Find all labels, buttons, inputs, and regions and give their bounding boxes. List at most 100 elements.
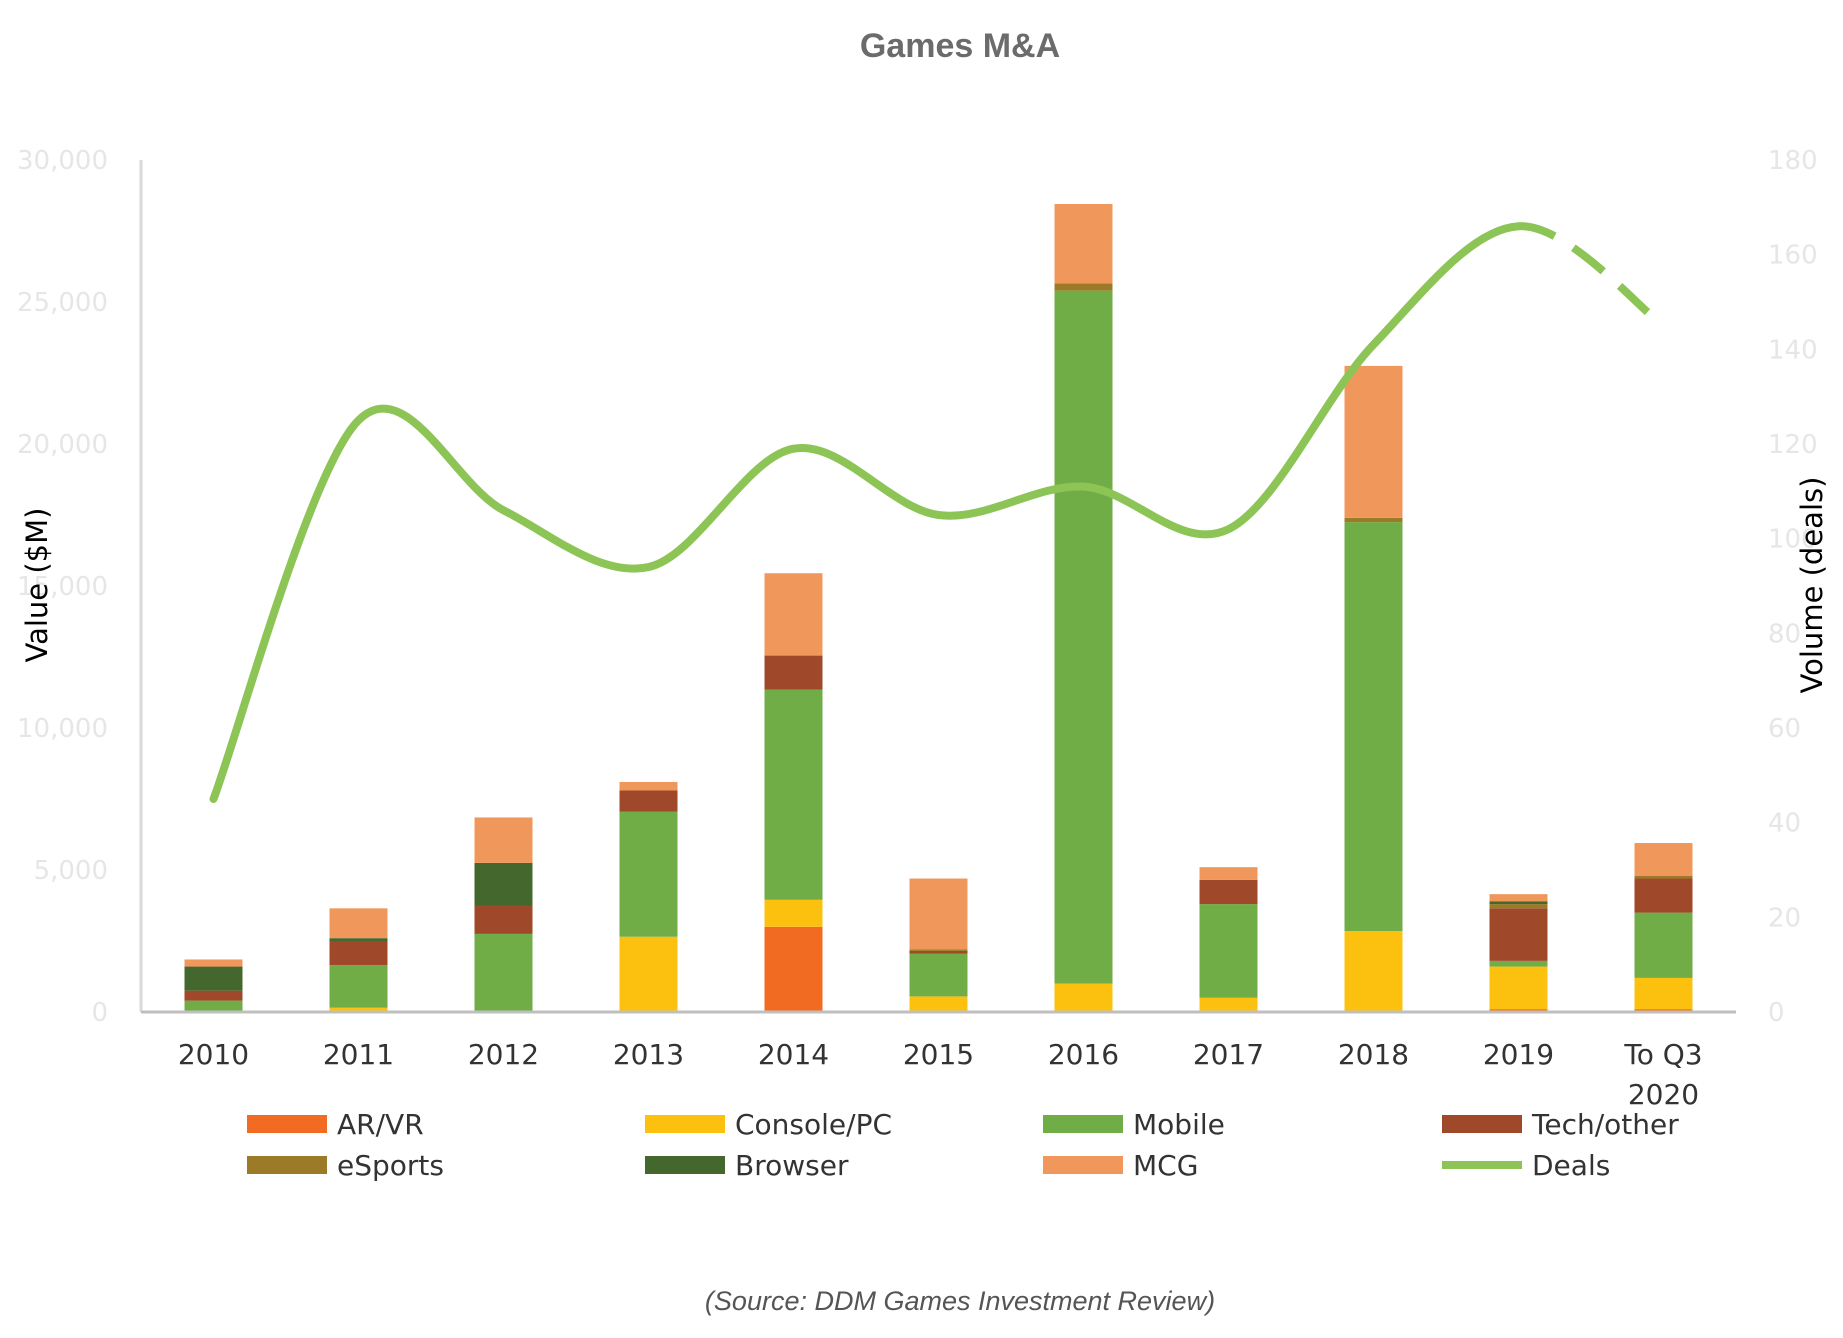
legend-label-mcg: MCG — [1133, 1149, 1198, 1182]
bar-mobile-3 — [619, 811, 678, 937]
chart-title: Games M&A — [860, 27, 1060, 65]
y2-tick-label: 160 — [1768, 241, 1818, 271]
y-tick-label: 5,000 — [34, 856, 108, 886]
bar-browser-1 — [329, 938, 388, 941]
ticks-layer: 0 5,000 10,000 15,000 20,000 25,000 30,000 0 20 4… — [17, 146, 1818, 1028]
bar-mcg-10 — [1634, 843, 1693, 876]
bar-browser-2 — [474, 862, 533, 906]
bar-mcg-5 — [909, 878, 968, 950]
bar-tech-other-3 — [619, 790, 678, 812]
bar-console-pc-3 — [619, 936, 678, 1012]
bar-mcg-3 — [619, 781, 678, 791]
bar-tech-other-4 — [764, 655, 823, 690]
legend-swatch-console-pc — [645, 1115, 725, 1133]
y-axis-label: Value ($M) — [20, 508, 54, 663]
bar-mcg-7 — [1199, 867, 1258, 880]
x-tick-label: 2015 — [903, 1038, 974, 1071]
bar-console-pc-1 — [329, 1007, 388, 1012]
bar-mcg-6 — [1054, 204, 1113, 284]
x-tick-label: 2016 — [1048, 1038, 1119, 1071]
y2-tick-label: 80 — [1768, 619, 1801, 649]
x-tick-label: 2019 — [1483, 1038, 1554, 1071]
y2-tick-label: 60 — [1768, 714, 1801, 744]
legend-label-esports: eSports — [337, 1149, 444, 1182]
bar-mobile-5 — [909, 953, 968, 997]
bar-esports-9 — [1489, 904, 1548, 909]
bar-ar-vr-4 — [764, 926, 823, 1012]
bar-mobile-2 — [474, 933, 533, 1012]
bar-esports-10 — [1634, 875, 1693, 879]
bar-mcg-1 — [329, 908, 388, 939]
bar-tech-other-9 — [1489, 908, 1548, 961]
y2-tick-label: 0 — [1768, 998, 1785, 1028]
bar-console-pc-9 — [1489, 966, 1548, 1010]
y2-tick-label: 140 — [1768, 335, 1818, 365]
legend-swatch-ar-vr — [247, 1115, 327, 1133]
bar-console-pc-4 — [764, 899, 823, 927]
bar-mobile-10 — [1634, 912, 1693, 978]
legend-swatch-mobile — [1043, 1115, 1123, 1133]
bar-esports-8 — [1344, 517, 1403, 523]
bar-tech-other-0 — [184, 990, 243, 1001]
x-tick-label: 2012 — [468, 1038, 539, 1071]
legend-label-mobile: Mobile — [1133, 1108, 1225, 1141]
y2-tick-label: 180 — [1768, 146, 1818, 176]
bar-tech-other-7 — [1199, 879, 1258, 905]
legend-swatch-mcg — [1043, 1156, 1123, 1174]
legend-label-deals: Deals — [1532, 1149, 1610, 1182]
category-labels: 2010 2011 2012 2013 2014 2015 2016 2017 2018 2019… — [178, 1038, 1703, 1111]
bar-console-pc-7 — [1199, 997, 1258, 1012]
bar-browser-0 — [184, 966, 243, 991]
y2-tick-label: 100 — [1768, 525, 1818, 555]
y-tick-label: 0 — [91, 998, 108, 1028]
x-tick-label: 2013 — [613, 1038, 684, 1071]
x-tick-label: 2018 — [1338, 1038, 1409, 1071]
legend-label-console-pc: Console/PC — [735, 1108, 892, 1141]
axes-layer — [139, 160, 1736, 1014]
y2-tick-label: 20 — [1768, 903, 1801, 933]
bar-tech-other-5 — [909, 950, 968, 954]
legend-label-ar-vr: AR/VR — [337, 1108, 424, 1141]
deals-line-dashed — [1518, 222, 1666, 329]
bar-console-pc-10 — [1634, 977, 1693, 1010]
x-tick-label: To Q3 2020 — [1623, 1038, 1702, 1111]
y2-axis-label: Volume (deals) — [1795, 477, 1829, 694]
bar-tech-other-1 — [329, 941, 388, 966]
bar-mcg-9 — [1489, 894, 1548, 902]
y-tick-label: 20,000 — [17, 430, 108, 460]
bar-console-pc-6 — [1054, 983, 1113, 1012]
bar-tech-other-10 — [1634, 878, 1693, 913]
bar-console-pc-5 — [909, 996, 968, 1012]
x-tick-label: 2014 — [758, 1038, 829, 1071]
legend-swatch-browser — [645, 1156, 725, 1174]
x-tick-label: 2017 — [1193, 1038, 1264, 1071]
bars-layer — [184, 204, 1693, 1012]
legend-label-browser: Browser — [735, 1149, 849, 1182]
y2-tick-label: 120 — [1768, 430, 1818, 460]
bar-mcg-2 — [474, 817, 533, 863]
y-tick-label: 25,000 — [17, 288, 108, 318]
bar-mcg-4 — [764, 573, 823, 656]
y-tick-label: 15,000 — [17, 572, 108, 602]
bar-console-pc-8 — [1344, 931, 1403, 1012]
bar-browser-9 — [1489, 901, 1548, 905]
bar-mcg-8 — [1344, 365, 1403, 518]
y-tick-label: 10,000 — [17, 714, 108, 744]
bar-mobile-9 — [1489, 960, 1548, 967]
y-tick-label: 30,000 — [17, 146, 108, 176]
bar-mobile-1 — [329, 965, 388, 1008]
deals-line — [209, 222, 1523, 803]
deals-line-layer — [209, 222, 1666, 803]
legend: AR/VR Console/PC Mobile Tech/other eSports Br… — [247, 1108, 1679, 1182]
bar-mobile-0 — [184, 1000, 243, 1012]
bar-tech-other-2 — [474, 905, 533, 934]
bar-mcg-0 — [184, 959, 243, 967]
source-note: (Source: DDM Games Investment Review) — [705, 1286, 1215, 1316]
bar-mobile-8 — [1344, 522, 1403, 932]
bar-esports-5 — [909, 949, 968, 951]
legend-swatch-esports — [247, 1156, 327, 1174]
bar-mobile-7 — [1199, 904, 1258, 998]
bar-mobile-4 — [764, 689, 823, 900]
